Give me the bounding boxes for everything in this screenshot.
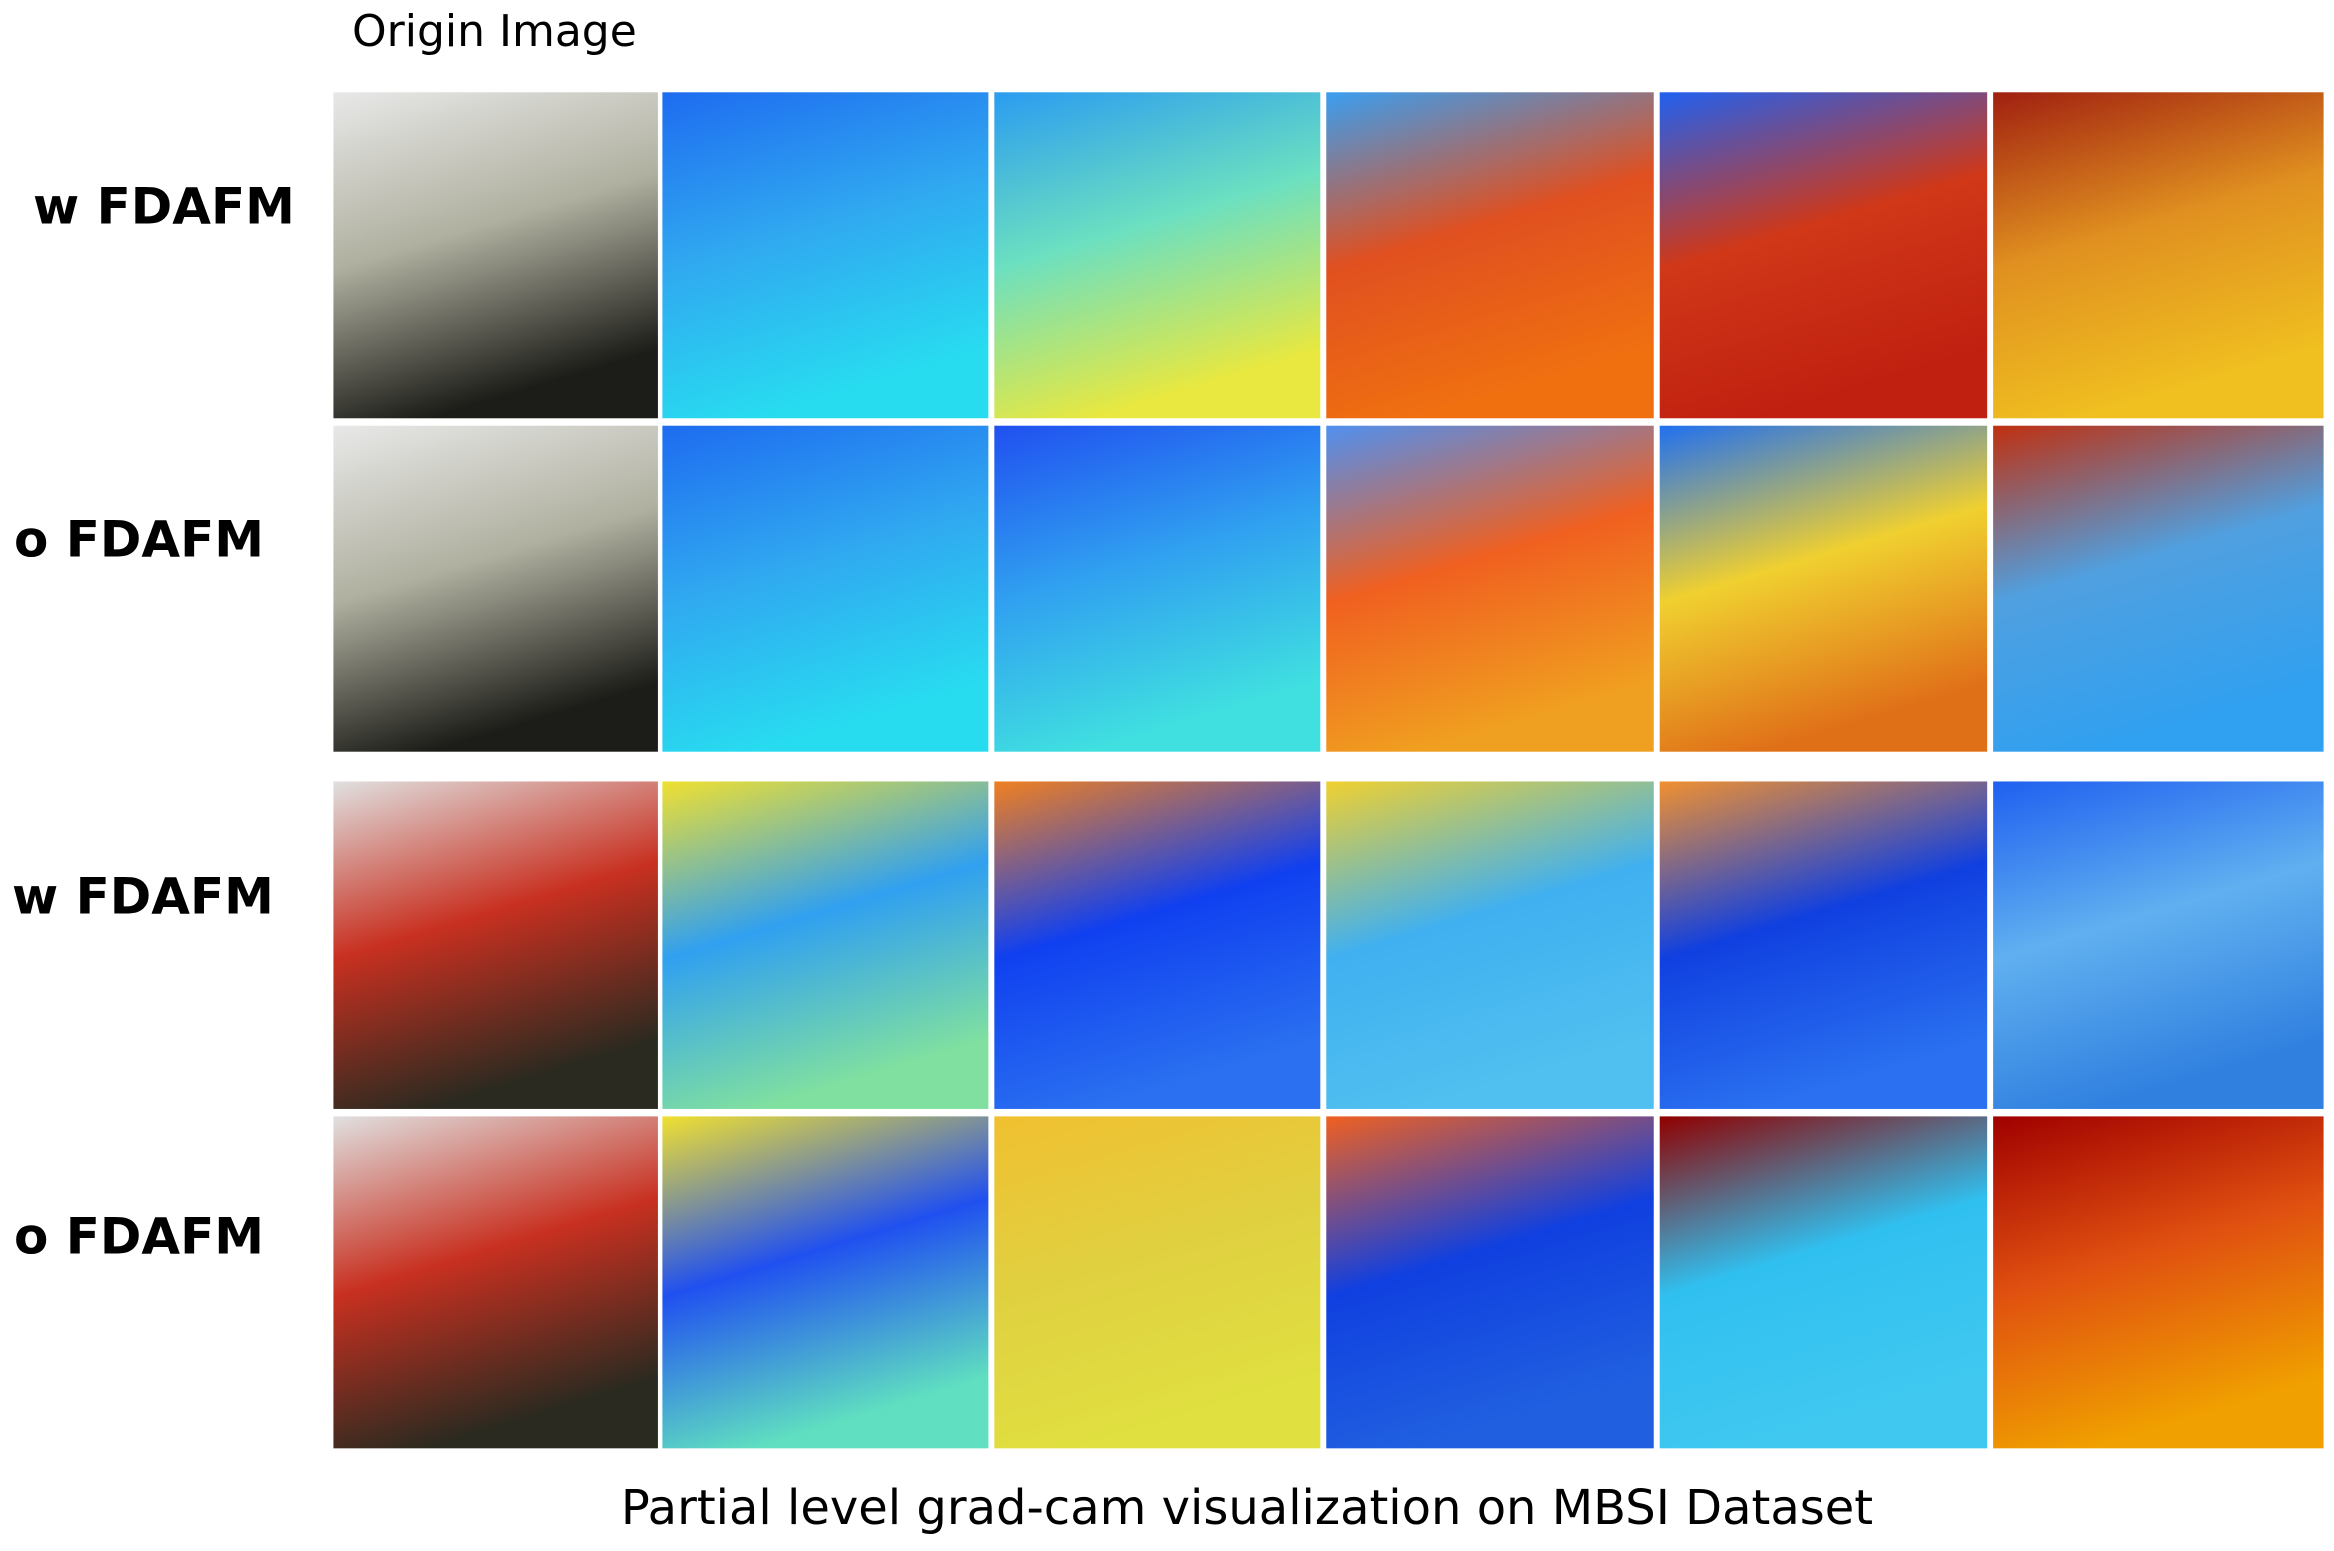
grad-cam-image bbox=[662, 425, 989, 752]
grad-cam-image bbox=[1993, 1116, 2324, 1449]
origin-image bbox=[333, 425, 658, 752]
grad-cam-image bbox=[994, 425, 1321, 752]
grad-cam-image bbox=[994, 781, 1321, 1109]
grad-cam-image bbox=[662, 92, 989, 419]
grad-cam-image bbox=[1993, 425, 2324, 752]
grad-cam-image bbox=[1326, 425, 1654, 752]
image-grid bbox=[333, 92, 2324, 1449]
grad-cam-image bbox=[1659, 425, 1988, 752]
grad-cam-image bbox=[1659, 1116, 1988, 1449]
grad-cam-image bbox=[994, 1116, 1321, 1449]
grad-cam-image bbox=[1993, 781, 2324, 1109]
grad-cam-image bbox=[1659, 92, 1988, 419]
grad-cam-image bbox=[662, 1116, 989, 1449]
row-label: o FDAFM bbox=[14, 511, 264, 569]
grad-cam-image bbox=[994, 92, 1321, 419]
row-label: w FDAFM bbox=[12, 868, 274, 926]
column-title: Origin Image bbox=[352, 6, 637, 57]
origin-image bbox=[333, 1116, 658, 1449]
row-label: o FDAFM bbox=[14, 1208, 264, 1266]
origin-image bbox=[333, 781, 658, 1109]
grad-cam-image bbox=[1326, 1116, 1654, 1449]
row-label: w FDAFM bbox=[33, 178, 295, 236]
grad-cam-image bbox=[1326, 781, 1654, 1109]
grad-cam-image bbox=[1659, 781, 1988, 1109]
grad-cam-image bbox=[662, 781, 989, 1109]
grad-cam-image bbox=[1993, 92, 2324, 419]
origin-image bbox=[333, 92, 658, 419]
grad-cam-image bbox=[1326, 92, 1654, 419]
caption: Partial level grad-cam visualization on … bbox=[621, 1480, 1873, 1536]
